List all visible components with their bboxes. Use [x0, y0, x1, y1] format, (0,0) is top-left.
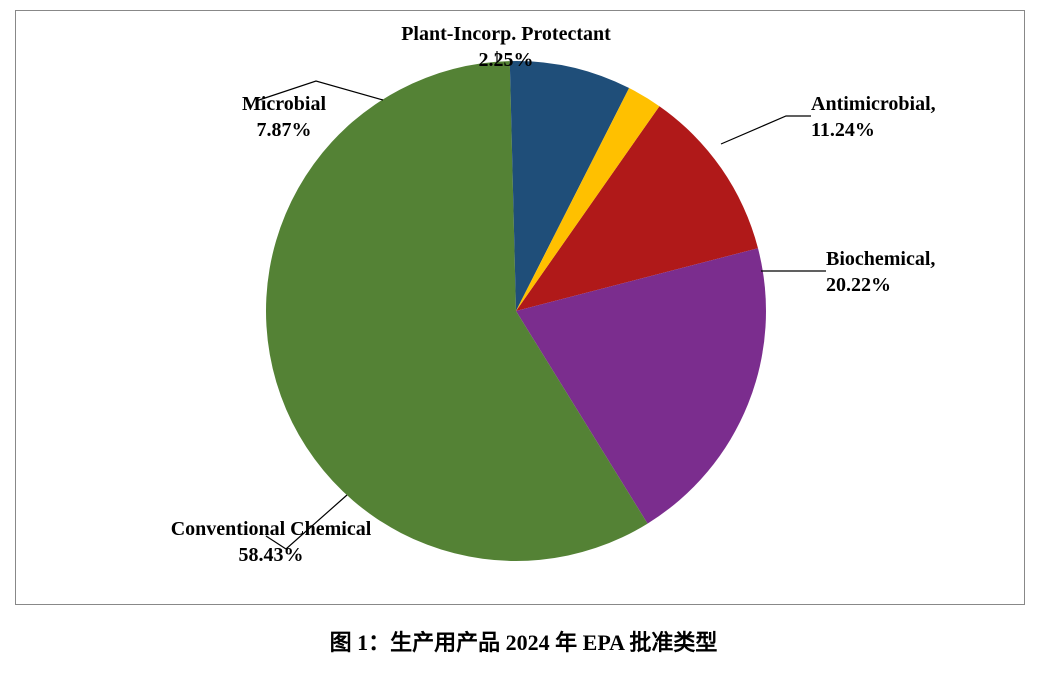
label-biochemical-pct: 20.22% — [826, 274, 891, 296]
label-antimicrobial: Antimicrobial, 11.24% — [811, 91, 936, 143]
leader-antimicrobial — [721, 116, 811, 144]
figure-container: Antimicrobial, 11.24% Biochemical, 20.22… — [0, 0, 1047, 676]
label-plant-incorp-pct: 2.25% — [479, 49, 534, 71]
chart-panel: Antimicrobial, 11.24% Biochemical, 20.22… — [15, 10, 1025, 605]
label-conventional-name: Conventional Chemical — [171, 518, 372, 540]
label-microbial-name: Microbial — [242, 93, 326, 115]
label-biochemical: Biochemical, 20.22% — [826, 246, 935, 298]
label-conventional-pct: 58.43% — [239, 544, 304, 566]
label-conventional: Conventional Chemical 58.43% — [141, 516, 401, 568]
label-plant-incorp-name: Plant-Incorp. Protectant — [401, 23, 611, 45]
label-microbial-pct: 7.87% — [257, 119, 312, 141]
label-plant-incorp: Plant-Incorp. Protectant 2.25% — [376, 21, 636, 73]
figure-caption: 图 1：生产用产品 2024 年 EPA 批准类型 — [0, 625, 1047, 657]
label-antimicrobial-name: Antimicrobial, — [811, 93, 936, 115]
label-microbial: Microbial 7.87% — [154, 91, 414, 143]
label-antimicrobial-pct: 11.24% — [811, 119, 875, 141]
label-biochemical-name: Biochemical, — [826, 248, 935, 270]
